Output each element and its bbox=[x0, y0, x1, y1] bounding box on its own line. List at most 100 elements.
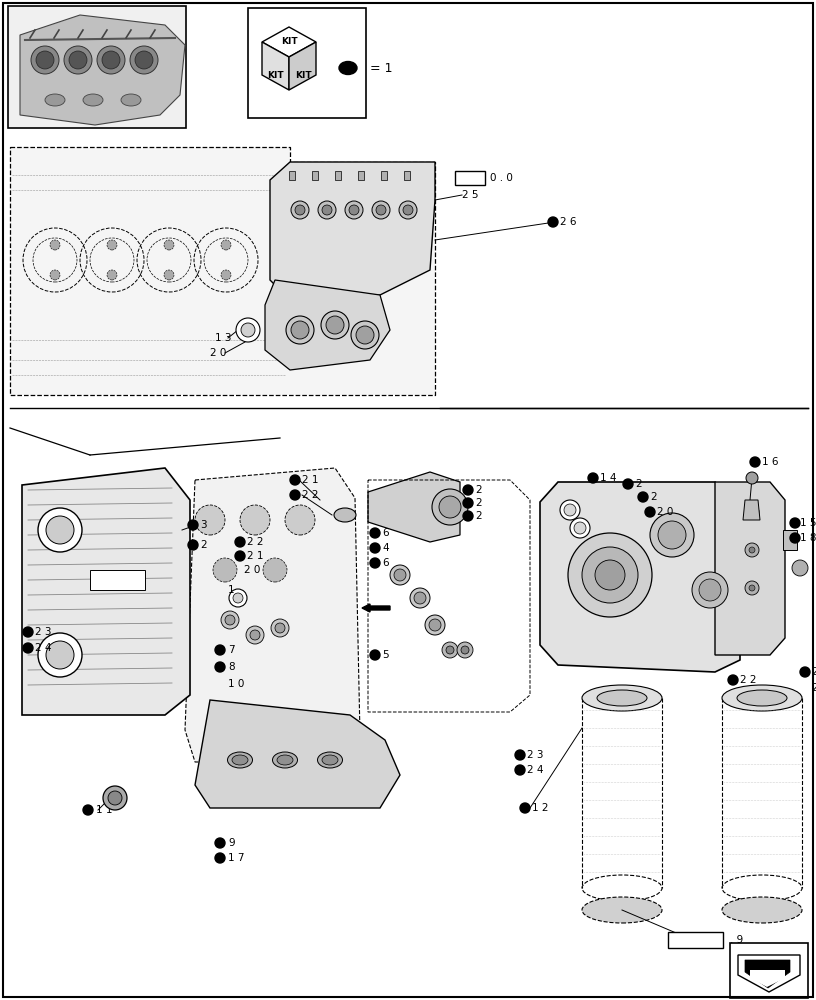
Circle shape bbox=[548, 217, 558, 227]
Circle shape bbox=[31, 46, 59, 74]
Ellipse shape bbox=[597, 690, 647, 706]
Bar bbox=[455, 171, 485, 185]
Circle shape bbox=[749, 509, 755, 515]
Circle shape bbox=[699, 579, 721, 601]
Circle shape bbox=[439, 496, 461, 518]
Circle shape bbox=[351, 321, 379, 349]
Bar bbox=[335, 171, 341, 180]
Circle shape bbox=[394, 569, 406, 581]
Text: KIT: KIT bbox=[267, 70, 283, 80]
Circle shape bbox=[349, 205, 359, 215]
Text: 2: 2 bbox=[475, 498, 481, 508]
Polygon shape bbox=[289, 42, 316, 90]
Circle shape bbox=[520, 803, 530, 813]
Text: 1 6: 1 6 bbox=[762, 457, 778, 467]
Ellipse shape bbox=[121, 94, 141, 106]
Polygon shape bbox=[368, 472, 460, 542]
Circle shape bbox=[790, 533, 800, 543]
Circle shape bbox=[623, 479, 633, 489]
Bar bbox=[248, 8, 366, 118]
Circle shape bbox=[290, 475, 300, 485]
Circle shape bbox=[446, 646, 454, 654]
Ellipse shape bbox=[83, 94, 103, 106]
Ellipse shape bbox=[722, 685, 802, 711]
Bar bbox=[289, 171, 295, 180]
Circle shape bbox=[215, 662, 225, 672]
Text: 2 4: 2 4 bbox=[35, 643, 51, 653]
Circle shape bbox=[50, 270, 60, 280]
Circle shape bbox=[23, 643, 33, 653]
Polygon shape bbox=[195, 700, 400, 808]
Circle shape bbox=[345, 201, 363, 219]
Circle shape bbox=[442, 642, 458, 658]
Circle shape bbox=[429, 619, 441, 631]
Text: 2 2: 2 2 bbox=[302, 490, 318, 500]
Circle shape bbox=[370, 558, 380, 568]
Text: 2 0: 2 0 bbox=[657, 507, 673, 517]
Circle shape bbox=[130, 46, 158, 74]
Polygon shape bbox=[185, 468, 360, 762]
Text: 2: 2 bbox=[200, 540, 206, 550]
Bar bbox=[312, 171, 318, 180]
Text: 2 0: 2 0 bbox=[210, 348, 226, 358]
Polygon shape bbox=[750, 970, 785, 987]
Circle shape bbox=[390, 565, 410, 585]
Circle shape bbox=[457, 642, 473, 658]
Circle shape bbox=[588, 473, 598, 483]
Text: 2 1: 2 1 bbox=[812, 683, 816, 693]
Circle shape bbox=[410, 588, 430, 608]
Circle shape bbox=[36, 51, 54, 69]
Circle shape bbox=[403, 205, 413, 215]
Ellipse shape bbox=[322, 755, 338, 765]
Text: 2 0: 2 0 bbox=[244, 565, 260, 575]
Polygon shape bbox=[10, 147, 435, 395]
Circle shape bbox=[188, 520, 198, 530]
Circle shape bbox=[750, 457, 760, 467]
Circle shape bbox=[221, 270, 231, 280]
Polygon shape bbox=[262, 27, 316, 57]
Ellipse shape bbox=[317, 752, 343, 768]
Circle shape bbox=[235, 551, 245, 561]
Circle shape bbox=[229, 589, 247, 607]
Ellipse shape bbox=[334, 508, 356, 522]
Polygon shape bbox=[745, 960, 790, 988]
Circle shape bbox=[645, 507, 655, 517]
Ellipse shape bbox=[273, 752, 298, 768]
Circle shape bbox=[108, 791, 122, 805]
Text: = 1: = 1 bbox=[370, 62, 392, 75]
Polygon shape bbox=[22, 468, 190, 715]
Text: 2: 2 bbox=[650, 492, 657, 502]
Circle shape bbox=[221, 240, 231, 250]
Circle shape bbox=[46, 516, 74, 544]
Text: 8: 8 bbox=[228, 662, 235, 672]
FancyArrow shape bbox=[362, 604, 390, 612]
Circle shape bbox=[225, 615, 235, 625]
Circle shape bbox=[215, 853, 225, 863]
Text: 1 7: 1 7 bbox=[228, 853, 245, 863]
Bar bbox=[404, 171, 410, 180]
Text: 2 3: 2 3 bbox=[35, 627, 51, 637]
Circle shape bbox=[215, 838, 225, 848]
Circle shape bbox=[582, 547, 638, 603]
Bar bbox=[8, 6, 186, 128]
Circle shape bbox=[97, 46, 125, 74]
Ellipse shape bbox=[722, 897, 802, 923]
Circle shape bbox=[46, 641, 74, 669]
Text: 1 8: 1 8 bbox=[800, 533, 816, 543]
Polygon shape bbox=[20, 15, 185, 125]
Circle shape bbox=[322, 205, 332, 215]
Polygon shape bbox=[738, 955, 800, 992]
Circle shape bbox=[290, 490, 300, 500]
Circle shape bbox=[23, 627, 33, 637]
Circle shape bbox=[107, 270, 117, 280]
Text: 4: 4 bbox=[382, 543, 388, 553]
Ellipse shape bbox=[737, 690, 787, 706]
Circle shape bbox=[749, 585, 755, 591]
Text: 1 3: 1 3 bbox=[215, 333, 232, 343]
Circle shape bbox=[164, 270, 174, 280]
Circle shape bbox=[564, 504, 576, 516]
Circle shape bbox=[463, 498, 473, 508]
Circle shape bbox=[103, 786, 127, 810]
Text: 3: 3 bbox=[200, 520, 206, 530]
Circle shape bbox=[83, 805, 93, 815]
